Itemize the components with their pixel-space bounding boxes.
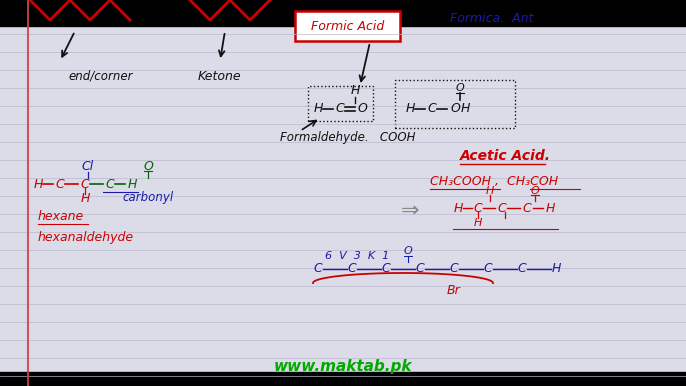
- Text: O: O: [143, 159, 153, 173]
- Text: H: H: [453, 201, 462, 215]
- Text: H: H: [128, 178, 137, 191]
- Text: C: C: [416, 262, 425, 276]
- Text: H: H: [545, 201, 555, 215]
- Text: ⇒: ⇒: [401, 201, 419, 221]
- Text: C: C: [56, 178, 64, 191]
- Text: O: O: [531, 186, 539, 196]
- Text: carbonyl: carbonyl: [122, 191, 173, 205]
- Text: Acetic Acid.: Acetic Acid.: [460, 149, 551, 163]
- Text: H: H: [314, 103, 322, 115]
- Text: H: H: [405, 103, 415, 115]
- Bar: [395, 80, 515, 128]
- Text: C: C: [106, 178, 115, 191]
- Text: C: C: [81, 178, 89, 191]
- Text: Formaldehyde.   COOH: Formaldehyde. COOH: [280, 132, 416, 144]
- Text: 6  V  3  K  1: 6 V 3 K 1: [325, 251, 389, 261]
- Text: C: C: [449, 262, 458, 276]
- Text: C: C: [523, 201, 532, 215]
- Text: C: C: [314, 262, 322, 276]
- Text: H: H: [552, 262, 560, 276]
- Text: O: O: [403, 246, 412, 256]
- Text: O: O: [456, 83, 464, 93]
- Text: C: C: [518, 262, 526, 276]
- Text: www.maktab.pk: www.maktab.pk: [274, 359, 412, 374]
- Text: C: C: [427, 103, 436, 115]
- Text: O: O: [357, 103, 367, 115]
- Text: Formic Acid: Formic Acid: [311, 20, 385, 32]
- Text: Formica.  Ant: Formica. Ant: [450, 12, 534, 24]
- Text: CH₃COOH ,  CH₃COH: CH₃COOH , CH₃COH: [430, 174, 558, 188]
- Text: C: C: [381, 262, 390, 276]
- Text: H: H: [80, 191, 90, 205]
- Text: Ketone: Ketone: [198, 69, 241, 83]
- Text: C: C: [348, 262, 356, 276]
- Text: C: C: [335, 103, 344, 115]
- Text: H: H: [474, 218, 482, 228]
- Text: hexanaldehyde: hexanaldehyde: [38, 232, 134, 244]
- Text: C: C: [497, 201, 506, 215]
- Bar: [308, 86, 373, 121]
- Text: H: H: [351, 85, 359, 98]
- Bar: [295, 11, 400, 41]
- Text: O: O: [450, 103, 460, 115]
- Text: end/corner: end/corner: [68, 69, 132, 83]
- Text: hexane: hexane: [38, 210, 84, 222]
- Text: C: C: [484, 262, 493, 276]
- Text: Br: Br: [447, 284, 461, 298]
- Text: C: C: [473, 201, 482, 215]
- Text: Cl: Cl: [82, 159, 94, 173]
- Text: H: H: [34, 178, 43, 191]
- Text: H: H: [460, 103, 470, 115]
- Text: H: H: [486, 186, 494, 196]
